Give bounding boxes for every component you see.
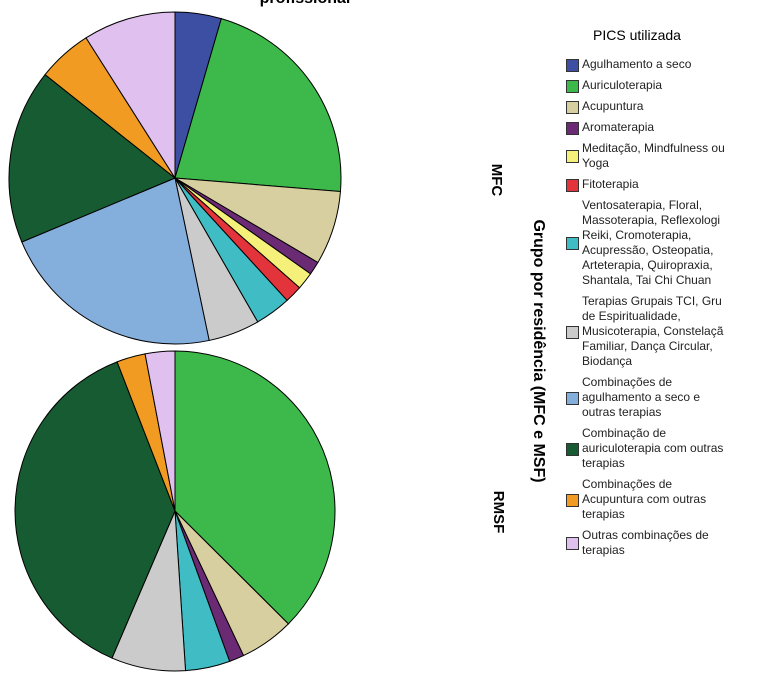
legend-swatch <box>566 178 579 192</box>
legend-swatch <box>566 150 579 163</box>
pie-slice <box>85 11 176 180</box>
pie-slice <box>14 361 176 659</box>
legend-swatch <box>566 100 579 114</box>
legend-label: Meditação, Mindfulness ou Yoga <box>582 141 725 170</box>
pie-slice <box>21 177 210 345</box>
legend-title: PICS utilizada <box>593 27 681 43</box>
legend-label: Aromaterapia <box>582 120 655 134</box>
legend-label: Acupuntura <box>582 99 644 113</box>
legend-label: Ventosaterapia, Floral, Massoterapia, Re… <box>582 198 721 287</box>
legend-label: Agulhamento a seco <box>582 57 692 71</box>
pie-label: RMSF <box>490 491 507 534</box>
pie-label: MFC <box>488 164 505 197</box>
pie-slice <box>8 73 176 243</box>
legend-label: Fitoterapia <box>582 177 639 191</box>
legend-swatch <box>566 325 579 339</box>
legend-label: Combinações de Acupuntura com outras ter… <box>582 477 707 521</box>
legend-swatch <box>566 442 579 456</box>
legend-swatch <box>566 58 579 72</box>
axis-label: Grupo por residência (MFC e MSF) <box>530 219 547 482</box>
legend-swatch <box>566 121 579 135</box>
legend-swatch <box>566 537 579 550</box>
pie-slice <box>174 350 336 625</box>
legend-label: Terapias Grupais TCI, Gru de Espirituali… <box>582 294 724 368</box>
chart-title: profissional <box>260 0 351 7</box>
legend-swatch <box>566 493 579 507</box>
pie-slice <box>174 17 342 193</box>
legend-label: Auriculoterapia <box>582 78 663 92</box>
legend-swatch <box>566 237 579 250</box>
legend-label: Combinações de agulhamento a seco e outr… <box>582 375 701 419</box>
legend-swatch <box>566 79 579 93</box>
legend-swatch <box>566 391 579 405</box>
legend-label: Combinação de auriculoterapia com outras… <box>582 426 724 470</box>
legend-label: Outras combinações de terapias <box>582 528 709 557</box>
pie-slice <box>144 350 176 512</box>
